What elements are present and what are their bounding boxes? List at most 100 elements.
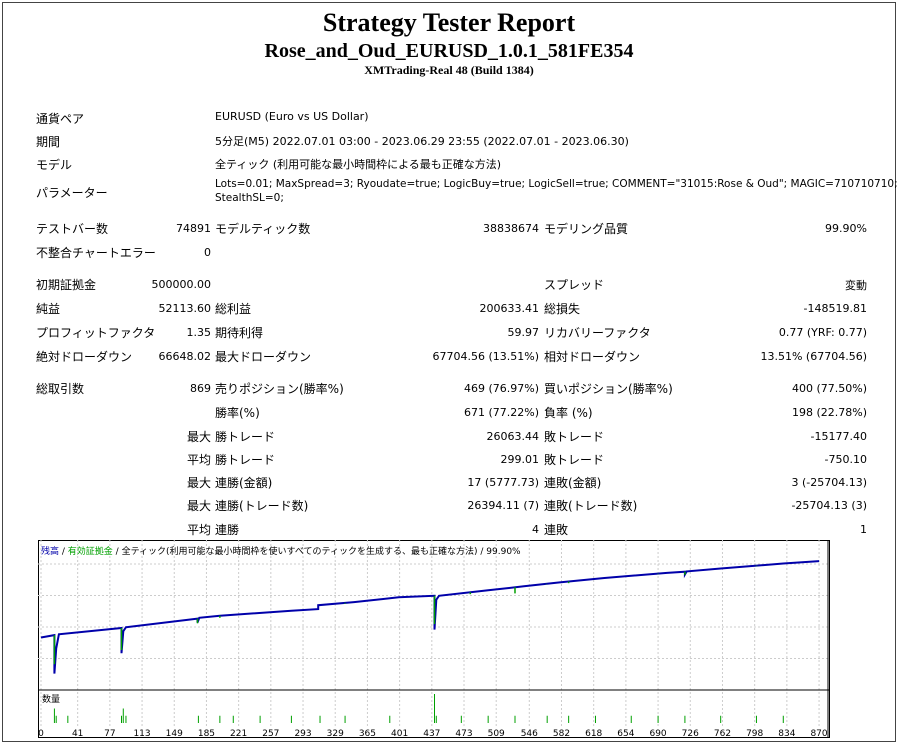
equity-dips — [53, 565, 758, 665]
maximal-drawdown-value: 67704.56 (13.51%) — [432, 350, 539, 363]
x-tick-label: 149 — [166, 729, 183, 738]
avg-consecutive-wins-value: 4 — [532, 523, 539, 536]
volume-bars — [53, 694, 784, 723]
params-label: パラメーター — [36, 186, 108, 200]
gross-profit-label: 総利益 — [215, 302, 252, 316]
params-line-2: StealthSL=0; — [215, 192, 284, 204]
win-rate-label: 勝率(%) — [215, 406, 260, 420]
x-tick-label: 221 — [230, 729, 247, 738]
legend-model: 全ティック(利用可能な最小時間枠を使いすべてのティックを生成する、最も正確な方法… — [122, 545, 478, 557]
avg-loss-label: 敗トレード — [544, 453, 605, 467]
consecutive-loss-value: -25704.13 (3) — [791, 499, 867, 512]
x-tick-label: 762 — [714, 729, 731, 738]
x-tick-label: 401 — [391, 729, 408, 738]
loss-rate-label: 負率 (%) — [544, 406, 593, 420]
legend-balance: 残高 — [41, 545, 59, 557]
x-tick-label: 185 — [198, 729, 215, 738]
total-trades-value: 869 — [190, 382, 211, 395]
recovery-factor-value: 0.77 (YRF: 0.77) — [778, 326, 867, 339]
quality-value: 99.90% — [825, 222, 867, 235]
ticks-label: モデルティック数 — [215, 222, 311, 236]
symbol-value: EURUSD (Euro vs US Dollar) — [215, 110, 369, 123]
loss-rate-value: 198 (22.78%) — [791, 406, 867, 419]
net-profit-label: 純益 — [36, 302, 61, 316]
x-tick-label: 690 — [649, 729, 666, 738]
short-positions-label: 売りポジション(勝率%) — [215, 382, 344, 396]
largest-win-label: 勝トレード — [215, 430, 276, 444]
deposit-value: 500000.00 — [151, 278, 212, 291]
spread-value: 変動 — [845, 279, 867, 292]
consecutive-wins-value: 17 (5777.73) — [467, 476, 539, 489]
legend-sep-2: / — [113, 547, 122, 557]
expected-payoff-label: 期待利得 — [215, 326, 264, 340]
avg-consecutive-wins-label: 連勝 — [215, 523, 240, 537]
report-title: Strategy Tester Report — [322, 8, 576, 37]
mismatch-value: 0 — [204, 246, 211, 259]
bars-label: テストバー数 — [36, 222, 109, 236]
recovery-factor-label: リカバリーファクタ — [544, 326, 651, 340]
avg-word-2: 平均 — [186, 523, 211, 537]
consecutive-loss-label: 連敗(トレード数) — [544, 499, 638, 513]
maximal-drawdown-label: 最大ドローダウン — [215, 350, 312, 364]
volume-label: 数量 — [42, 693, 60, 705]
model-value: 全ティック (利用可能な最小時間枠による最も正確な方法) — [215, 158, 502, 171]
gross-profit-value: 200633.41 — [479, 302, 540, 315]
long-positions-value: 400 (77.50%) — [791, 382, 867, 395]
chart-legend: 残高 / 有効証拠金 / 全ティック(利用可能な最小時間枠を使いすべてのティック… — [41, 545, 521, 557]
params-line-1: Lots=0.01; MaxSpread=3; Ryoudate=true; L… — [215, 178, 898, 190]
period-value: 5分足(M5) 2022.07.01 03:00 - 2023.06.29 23… — [215, 135, 629, 148]
spread-label: スプレッド — [544, 278, 605, 292]
x-tick-label: 618 — [585, 729, 602, 738]
chart-grid — [38, 540, 828, 726]
absolute-drawdown-label: 絶対ドローダウン — [36, 350, 133, 364]
x-tick-label: 798 — [746, 729, 763, 738]
profit-factor-value: 1.35 — [186, 326, 212, 339]
long-positions-label: 買いポジション(勝率%) — [544, 382, 673, 396]
total-trades-label: 総取引数 — [36, 382, 85, 396]
period-label: 期間 — [36, 135, 61, 149]
deposit-label: 初期証拠金 — [36, 278, 97, 292]
avg-consecutive-losses-label: 連敗 — [544, 523, 569, 537]
gross-loss-value: -148519.81 — [803, 302, 867, 315]
max-word-1: 最大 — [186, 430, 211, 444]
net-profit-value: 52113.60 — [158, 302, 212, 315]
consecutive-profit-label: 連勝(トレード数) — [215, 499, 309, 513]
x-tick-label: 257 — [262, 729, 279, 738]
x-tick-label: 582 — [553, 729, 570, 738]
x-tick-label: 113 — [133, 729, 150, 738]
model-label: モデル — [36, 158, 73, 172]
legend-sep-1: / — [59, 547, 68, 557]
x-tick-label: 870 — [810, 729, 827, 738]
avg-win-value: 299.01 — [500, 453, 540, 466]
max-word-3: 最大 — [186, 499, 211, 513]
avg-win-label: 勝トレード — [215, 453, 276, 467]
consecutive-losses-value: 3 (-25704.13) — [791, 476, 867, 489]
x-tick-label: 293 — [294, 729, 311, 738]
relative-drawdown-value: 13.51% (67704.56) — [760, 350, 867, 363]
x-tick-label: 77 — [104, 729, 115, 738]
relative-drawdown-label: 相対ドローダウン — [544, 350, 641, 364]
ticks-value: 38838674 — [483, 222, 539, 235]
server-info: XMTrading-Real 48 (Build 1384) — [364, 63, 534, 77]
expected-payoff-value: 59.97 — [507, 326, 540, 339]
gross-loss-label: 総損失 — [544, 302, 581, 316]
short-positions-value: 469 (76.97%) — [463, 382, 539, 395]
x-tick-label: 41 — [72, 729, 83, 738]
absolute-drawdown-value: 66648.02 — [158, 350, 212, 363]
avg-consecutive-losses-value: 1 — [860, 523, 867, 536]
x-tick-label: 726 — [682, 729, 699, 738]
bars-value: 74891 — [176, 222, 211, 235]
x-tick-label: 509 — [488, 729, 505, 738]
legend-quality: / 99.90% — [478, 547, 522, 557]
avg-loss-value: -750.10 — [824, 453, 867, 466]
x-tick-label: 329 — [327, 729, 344, 738]
consecutive-profit-value: 26394.11 (7) — [467, 499, 539, 512]
x-axis-ticks: 0 41 77 113 149 185 221 257 293 329 365 401 437 473 50… — [38, 729, 828, 738]
max-word-2: 最大 — [186, 476, 211, 490]
x-tick-label: 473 — [455, 729, 472, 738]
quality-label: モデリング品質 — [544, 222, 629, 236]
largest-loss-label: 敗トレード — [544, 430, 605, 444]
x-tick-label: 437 — [423, 729, 440, 738]
consecutive-losses-label: 連敗(金額) — [544, 476, 602, 490]
